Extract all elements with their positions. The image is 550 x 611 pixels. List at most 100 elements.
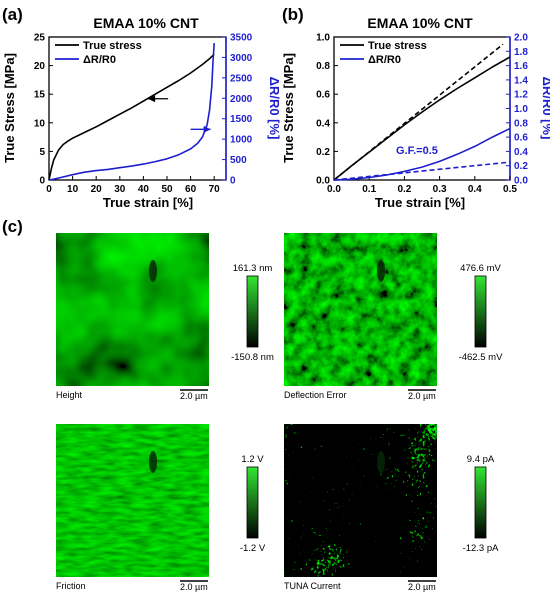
y2-tick-label: 2.0: [514, 33, 528, 44]
surface-defect: [149, 451, 157, 473]
x-tick-label: 50: [161, 184, 173, 195]
afm-image-texture: [56, 233, 209, 386]
x-tick-label: 0.0: [327, 184, 341, 195]
stress-axis-arrowhead: [148, 95, 156, 103]
y-tick-label: 1.0: [316, 33, 330, 44]
legend-label: True stress: [83, 40, 142, 52]
y2-tick-label: 2000: [230, 94, 253, 105]
scale-bar-label: 2.0 µm: [180, 582, 208, 592]
y2-tick-label: 1.4: [514, 75, 528, 86]
colorbar-min-label: -462.5 mV: [459, 352, 503, 363]
chart-b-ylabel: True Stress [MPa]: [281, 53, 296, 163]
chart-b-title: EMAA 10% CNT: [367, 15, 473, 31]
chart-b: EMAA 10% CNT True strain [%] True Stress…: [281, 15, 550, 210]
y2-tick-label: 500: [230, 155, 247, 166]
chart-b-ylabel2: ΔR/R0 [%]: [540, 77, 550, 140]
afm-image-texture: [284, 424, 437, 577]
afm-image-height: Height 2.0 µm 161.3 nm -150.8 nm: [56, 233, 274, 401]
resistance-series-line: [333, 127, 511, 181]
y2-tick-label: 3000: [230, 53, 253, 64]
y2-tick-label: 1.0: [514, 104, 528, 115]
colorbar-min-label: -1.2 V: [240, 543, 266, 554]
y-tick-label: 25: [34, 33, 46, 44]
scale-bar-label: 2.0 µm: [408, 391, 436, 401]
x-tick-label: 20: [91, 184, 103, 195]
resistance-axis-arrowhead: [203, 125, 211, 133]
y2-tick-label: 1.8: [514, 47, 528, 58]
y2-tick-label: 1500: [230, 114, 253, 125]
colorbar: [246, 466, 259, 539]
chart-b-xlabel: True strain [%]: [375, 195, 465, 210]
x-tick-label: 0.1: [362, 184, 376, 195]
y2-tick-label: 0.6: [514, 133, 528, 144]
x-tick-label: 0.2: [397, 184, 411, 195]
scale-bar-label: 2.0 µm: [408, 582, 436, 592]
colorbar: [246, 275, 259, 348]
x-tick-label: 0: [46, 184, 52, 195]
y2-tick-label: 0.0: [514, 176, 528, 187]
x-tick-label: 0.3: [433, 184, 447, 195]
y2-tick-label: 0.8: [514, 118, 528, 129]
afm-image-texture: [284, 233, 437, 386]
y2-tick-label: 3500: [230, 33, 253, 44]
fit-line-dashed: [333, 161, 511, 181]
y-tick-label: 0: [39, 176, 45, 187]
legend-label: ΔR/R0: [368, 54, 401, 66]
surface-defect: [377, 260, 385, 282]
resistance-series-line: [48, 43, 215, 181]
colorbar: [474, 275, 487, 348]
y-tick-label: 0.4: [316, 118, 330, 129]
afm-image-deflection: Deflection Error 2.0 µm 476.6 mV -462.5 mV: [284, 233, 503, 401]
x-tick-label: 10: [67, 184, 79, 195]
y-tick-label: 20: [34, 61, 46, 72]
y-tick-label: 10: [34, 118, 46, 129]
colorbar-min-label: -150.8 nm: [231, 352, 274, 363]
x-tick-label: 30: [114, 184, 126, 195]
afm-image-friction: Friction 2.0 µm 1.2 V -1.2 V: [56, 424, 266, 592]
afm-image-grid: Height 2.0 µm 161.3 nm -150.8 nm Deflection …: [56, 233, 503, 592]
y-tick-label: 0.6: [316, 90, 330, 101]
chart-a-ylabel2: ΔR/R0 [%]: [267, 77, 282, 140]
y2-tick-label: 1000: [230, 135, 253, 146]
legend-label: ΔR/R0: [83, 54, 116, 66]
chart-a: EMAA 10% CNT True strain [%] True Stress…: [2, 15, 282, 210]
y-tick-label: 0.2: [316, 147, 330, 158]
stress-series-line: [333, 56, 511, 181]
panel-label-c: (c): [2, 217, 23, 236]
gauge-factor-annotation: G.F.=0.5: [396, 145, 438, 157]
colorbar-max-label: 476.6 mV: [460, 263, 501, 274]
y2-tick-label: 1.6: [514, 61, 528, 72]
surface-defect: [377, 451, 385, 473]
surface-defect: [149, 260, 157, 282]
panel-label-a: (a): [2, 5, 23, 24]
afm-image-texture: [56, 424, 209, 577]
colorbar: [474, 466, 487, 539]
x-tick-label: 40: [138, 184, 150, 195]
y-tick-label: 0.8: [316, 61, 330, 72]
y2-tick-label: 0.4: [514, 147, 528, 158]
y2-tick-label: 0: [230, 176, 236, 187]
chart-a-xlabel: True strain [%]: [103, 195, 193, 210]
y2-tick-label: 1.2: [514, 90, 528, 101]
legend-label: True stress: [368, 40, 427, 52]
panel-label-b: (b): [282, 5, 304, 24]
x-tick-label: 0.5: [503, 184, 517, 195]
fit-line-dashed: [333, 43, 504, 181]
y2-tick-label: 2500: [230, 73, 253, 84]
y-tick-label: 15: [34, 90, 46, 101]
colorbar-max-label: 9.4 pA: [467, 454, 495, 465]
colorbar-max-label: 1.2 V: [241, 454, 264, 465]
y2-tick-label: 0.2: [514, 161, 528, 172]
chart-a-title: EMAA 10% CNT: [93, 15, 199, 31]
x-tick-label: 0.4: [468, 184, 482, 195]
afm-image-tuna: TUNA Current 2.0 µm 9.4 pA -12.3 pA: [284, 424, 499, 592]
stress-series-line: [48, 53, 215, 181]
afm-image-caption: Height: [56, 390, 83, 400]
x-tick-label: 70: [209, 184, 221, 195]
x-tick-label: 60: [185, 184, 197, 195]
y-tick-label: 5: [39, 147, 45, 158]
afm-image-caption: TUNA Current: [284, 581, 341, 591]
afm-image-caption: Friction: [56, 581, 86, 591]
colorbar-min-label: -12.3 pA: [463, 543, 500, 554]
